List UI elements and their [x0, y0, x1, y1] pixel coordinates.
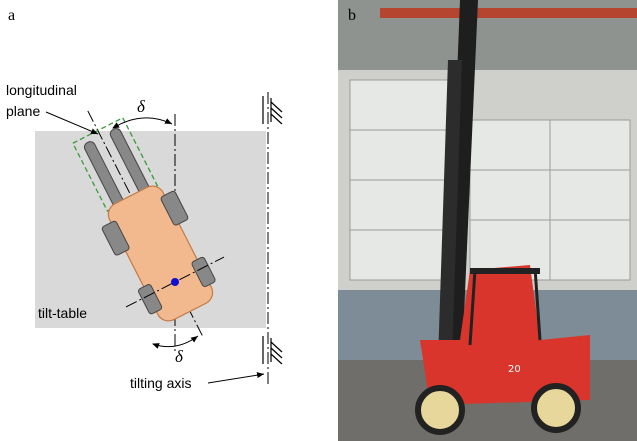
annotation: tilt-table	[38, 305, 87, 321]
photo-text: 20	[508, 364, 521, 375]
panel-a: a δ δ	[6, 7, 282, 391]
support-bottom	[263, 336, 282, 364]
annotation: tilting axis	[130, 375, 191, 391]
angle-label: δ	[137, 97, 146, 116]
annotation: plane	[6, 103, 40, 119]
leader-line	[208, 374, 264, 383]
angle-arc-top	[113, 118, 172, 128]
angle-label: δ	[175, 347, 184, 366]
figure: a δ δ	[0, 0, 637, 441]
panel-b: 20 b	[338, 0, 637, 441]
panel-label: a	[8, 7, 15, 24]
annotation: longitudinal	[6, 82, 77, 98]
panel-label: b	[348, 7, 356, 24]
center-of-gravity	[171, 278, 179, 286]
support-top	[263, 96, 282, 124]
